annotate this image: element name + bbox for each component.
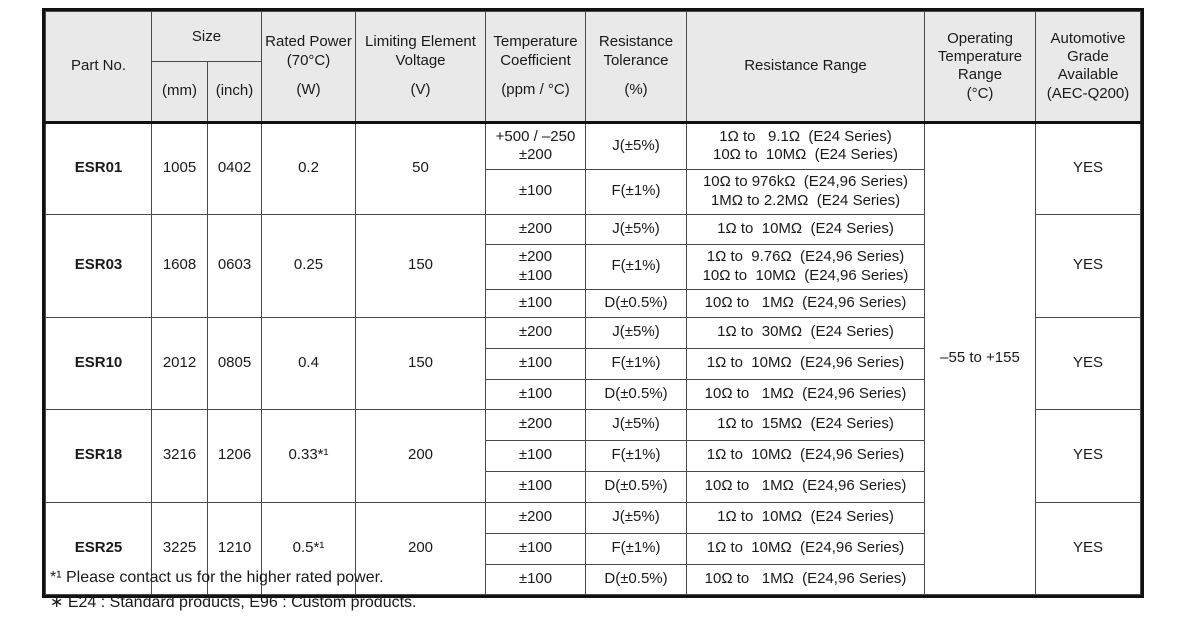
cell-tolerance: F(±1%) — [585, 347, 687, 380]
cell-automotive-grade: YES — [1035, 408, 1141, 503]
cell-resistance-range: 1Ω to 10MΩ (E24,96 Series) — [686, 439, 925, 472]
col-header-operating-temp: Operating Temperature Range (°C) — [924, 11, 1036, 123]
cell-tolerance: J(±5%) — [585, 501, 687, 534]
col-header-resistance-range: Resistance Range — [686, 11, 925, 123]
cell-resistance-range: 1Ω to 10MΩ (E24,96 Series) — [686, 532, 925, 565]
footnotes: *¹ Please contact us for the higher rate… — [50, 566, 416, 616]
cell-resistance-range: 10Ω to 1MΩ (E24,96 Series) — [686, 378, 925, 410]
cell-tolerance: F(±1%) — [585, 532, 687, 565]
cell-tolerance: F(±1%) — [585, 243, 687, 290]
col-header-temp-coefficient: Temperature Coefficient (ppm / °C) — [485, 11, 586, 123]
cell-temp-coefficient: ±100 — [485, 532, 586, 565]
cell-size-mm: 3216 — [151, 408, 208, 503]
cell-size-mm: 1005 — [151, 120, 208, 215]
cell-part-no: ESR18 — [45, 408, 152, 503]
cell-temp-coefficient: ±100 — [485, 347, 586, 380]
cell-resistance-range: 10Ω to 1MΩ (E24,96 Series) — [686, 470, 925, 503]
cell-resistance-range: 1Ω to 9.76Ω (E24,96 Series) 10Ω to 10MΩ … — [686, 243, 925, 290]
cell-resistance-range: 1Ω to 15MΩ (E24 Series) — [686, 408, 925, 441]
cell-size-mm: 2012 — [151, 316, 208, 410]
cell-limiting-voltage: 150 — [355, 213, 486, 318]
cell-size-inch: 0805 — [207, 316, 262, 410]
cell-automotive-grade: YES — [1035, 316, 1141, 410]
cell-resistance-range: 10Ω to 1MΩ (E24,96 Series) — [686, 563, 925, 595]
cell-rated-power: 0.25 — [261, 213, 356, 318]
cell-temp-coefficient: +500 / –250 ±200 — [485, 120, 586, 170]
cell-tolerance: F(±1%) — [585, 439, 687, 472]
rated-power-label: Rated Power (70°C) — [265, 33, 352, 69]
cell-resistance-range: 1Ω to 10MΩ (E24 Series) — [686, 213, 925, 245]
footnote-rated-power: *¹ Please contact us for the higher rate… — [50, 569, 384, 586]
cell-size-inch: 1210 — [207, 501, 262, 595]
cell-rated-power: 0.2 — [261, 120, 356, 215]
cell-operating-temp-range: –55 to +155 — [924, 120, 1036, 595]
cell-rated-power: 0.33*¹ — [261, 408, 356, 503]
cell-resistance-range: 10Ω to 976kΩ (E24,96 Series) 1MΩ to 2.2M… — [686, 168, 925, 215]
cell-tolerance: D(±0.5%) — [585, 378, 687, 410]
cell-resistance-range: 1Ω to 9.1Ω (E24 Series) 10Ω to 10MΩ (E24… — [686, 120, 925, 170]
limiting-voltage-label: Limiting Element Voltage — [365, 33, 476, 69]
cell-tolerance: D(±0.5%) — [585, 470, 687, 503]
col-header-part-no: Part No. — [45, 11, 152, 123]
resistance-tolerance-label: Resistance Tolerance — [598, 33, 674, 69]
cell-tolerance: J(±5%) — [585, 120, 687, 170]
col-header-size-inch: (inch) — [207, 61, 262, 123]
col-header-rated-power: Rated Power (70°C) (W) — [261, 11, 356, 123]
cell-size-mm: 1608 — [151, 213, 208, 318]
cell-temp-coefficient: ±100 — [485, 378, 586, 410]
spec-table-container: Part No. Size Rated Power (70°C) (W) Lim… — [42, 8, 1144, 598]
cell-automotive-grade: YES — [1035, 120, 1141, 215]
resistance-tolerance-unit: (%) — [624, 81, 648, 98]
cell-part-no: ESR01 — [45, 120, 152, 215]
cell-temp-coefficient: ±200 — [485, 408, 586, 441]
cell-tolerance: D(±0.5%) — [585, 288, 687, 318]
cell-size-inch: 0402 — [207, 120, 262, 215]
cell-temp-coefficient: ±100 — [485, 439, 586, 472]
cell-limiting-voltage: 200 — [355, 501, 486, 595]
col-header-automotive-grade: Automotive Grade Available (AEC-Q200) — [1035, 11, 1141, 123]
cell-limiting-voltage: 150 — [355, 316, 486, 410]
cell-tolerance: F(±1%) — [585, 168, 687, 215]
cell-temp-coefficient: ±200 — [485, 213, 586, 245]
cell-limiting-voltage: 200 — [355, 408, 486, 503]
cell-temp-coefficient: ±200 ±100 — [485, 243, 586, 290]
cell-resistance-range: 10Ω to 1MΩ (E24,96 Series) — [686, 288, 925, 318]
col-header-resistance-tolerance: Resistance Tolerance (%) — [585, 11, 687, 123]
cell-tolerance: J(±5%) — [585, 408, 687, 441]
cell-tolerance: J(±5%) — [585, 316, 687, 349]
cell-size-inch: 1206 — [207, 408, 262, 503]
cell-temp-coefficient: ±200 — [485, 501, 586, 534]
cell-temp-coefficient: ±100 — [485, 470, 586, 503]
rated-power-unit: (W) — [296, 81, 321, 98]
cell-temp-coefficient: ±200 — [485, 316, 586, 349]
limiting-voltage-unit: (V) — [410, 81, 431, 98]
resistor-spec-table: Part No. Size Rated Power (70°C) (W) Lim… — [45, 10, 1141, 595]
temp-coefficient-unit: (ppm / °C) — [501, 81, 570, 98]
cell-resistance-range: 1Ω to 10MΩ (E24 Series) — [686, 501, 925, 534]
cell-temp-coefficient: ±100 — [485, 168, 586, 215]
col-header-limiting-voltage: Limiting Element Voltage (V) — [355, 11, 486, 123]
cell-resistance-range: 1Ω to 30MΩ (E24 Series) — [686, 316, 925, 349]
col-header-size-mm: (mm) — [151, 61, 208, 123]
cell-limiting-voltage: 50 — [355, 120, 486, 215]
cell-temp-coefficient: ±100 — [485, 563, 586, 595]
temp-coefficient-label: Temperature Coefficient — [493, 33, 578, 69]
cell-tolerance: D(±0.5%) — [585, 563, 687, 595]
cell-temp-coefficient: ±100 — [485, 288, 586, 318]
footnote-series: ∗ E24 : Standard products, E96 : Custom … — [50, 593, 417, 611]
cell-automotive-grade: YES — [1035, 501, 1141, 595]
cell-tolerance: J(±5%) — [585, 213, 687, 245]
cell-part-no: ESR03 — [45, 213, 152, 318]
col-header-size: Size — [151, 10, 262, 63]
cell-resistance-range: 1Ω to 10MΩ (E24,96 Series) — [686, 347, 925, 380]
cell-size-inch: 0603 — [207, 213, 262, 318]
cell-rated-power: 0.4 — [261, 316, 356, 410]
cell-part-no: ESR10 — [45, 316, 152, 410]
cell-automotive-grade: YES — [1035, 213, 1141, 318]
cell-part-no: ESR25 — [45, 501, 152, 595]
